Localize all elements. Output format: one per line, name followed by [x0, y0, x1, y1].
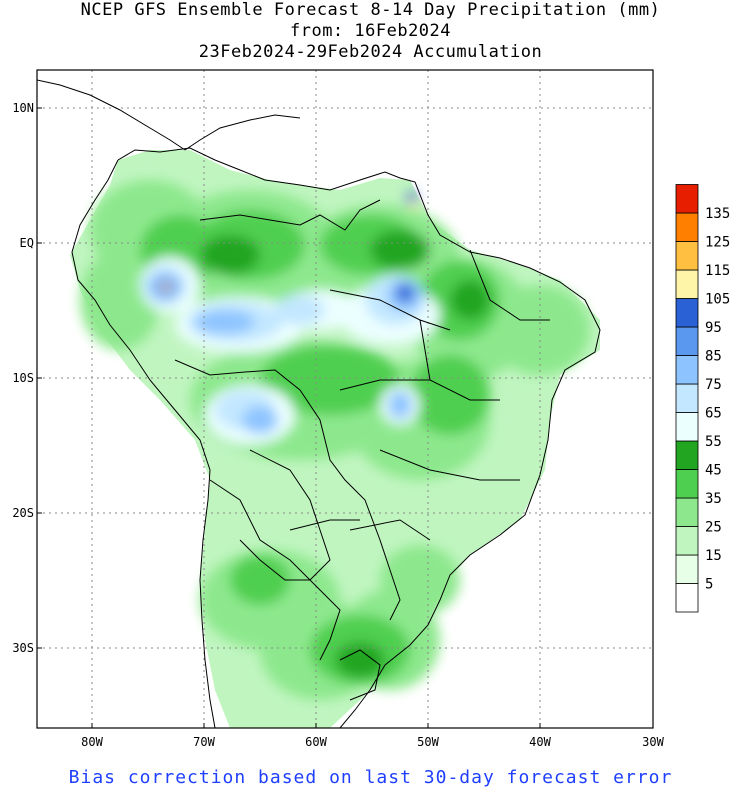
legend-swatch [675, 212, 699, 242]
legend-label: 85 [705, 349, 722, 365]
bias-correction-note: Bias correction based on last 30-day for… [68, 767, 673, 788]
legend-swatch [675, 497, 699, 527]
legend-label: 55 [705, 434, 722, 450]
coastline-south-america [117, 147, 601, 728]
legend-swatch [675, 583, 699, 613]
chart-title: NCEP GFS Ensemble Forecast 8-14 Day Prec… [80, 0, 661, 20]
legend-label: 105 [705, 292, 730, 308]
legend-label: 95 [705, 320, 722, 336]
brazil-states [329, 249, 550, 541]
legend-label: 65 [705, 406, 722, 422]
lon-label-50w: 50W [417, 735, 439, 749]
legend-label: 35 [705, 491, 722, 507]
rain-45-55 [200, 230, 490, 678]
plot-frame [36, 69, 654, 729]
legend-swatch [675, 269, 699, 299]
bolivia-paraguay-border [239, 449, 360, 581]
color-legend: 5 15 25 35 45 55 65 75 85 95 105 115 125 135 [675, 184, 730, 613]
lat-label-20s: 20S [12, 506, 34, 520]
coastlines-and-borders [37, 79, 601, 728]
latitude-labels: 10N EQ 10S 20S 30S [12, 101, 42, 655]
legend-label: 115 [705, 263, 730, 279]
lat-label-10s: 10S [12, 371, 34, 385]
legend-swatch [675, 526, 699, 556]
lon-label-80w: 80W [81, 735, 103, 749]
accumulation-period: 23Feb2024-29Feb2024 Accumulation [198, 42, 543, 62]
legend-swatch [675, 184, 699, 214]
lat-label-10n: 10N [12, 101, 34, 115]
caribbean-coast [184, 114, 301, 151]
legend-swatch [675, 241, 699, 271]
lat-lon-grid [37, 70, 653, 728]
legend-label: 125 [705, 235, 730, 251]
legend-label: 135 [705, 206, 730, 222]
legend-label: 5 [705, 577, 713, 593]
legend-label: 25 [705, 520, 722, 536]
lon-label-40w: 40W [529, 735, 551, 749]
legend-swatch [675, 412, 699, 442]
legend-swatch [675, 469, 699, 499]
lat-label-eq: EQ [20, 236, 34, 250]
legend-label: 45 [705, 463, 722, 479]
central-america [37, 79, 186, 151]
lat-label-30s: 30S [12, 641, 34, 655]
legend-swatch [675, 440, 699, 470]
brazil-border [174, 199, 401, 621]
lon-label-30w: 30W [642, 735, 664, 749]
lon-label-60w: 60W [305, 735, 327, 749]
forecast-from-date: from: 16Feb2024 [289, 21, 452, 41]
precipitation-field [70, 150, 600, 728]
rain-105-115 [161, 200, 417, 291]
longitude-labels: 80W 70W 60W 50W 40W 30W [81, 723, 665, 749]
legend-label: 75 [705, 377, 722, 393]
uruguay-border [339, 649, 381, 701]
legend-swatch [675, 554, 699, 584]
legend-label: 15 [705, 548, 722, 564]
legend-swatch [675, 326, 699, 356]
argentina-border [209, 479, 341, 661]
lon-label-70w: 70W [193, 735, 215, 749]
legend-swatch [675, 383, 699, 413]
coastline-west [71, 159, 216, 728]
legend-swatch [675, 298, 699, 328]
legend-swatch [675, 355, 699, 385]
